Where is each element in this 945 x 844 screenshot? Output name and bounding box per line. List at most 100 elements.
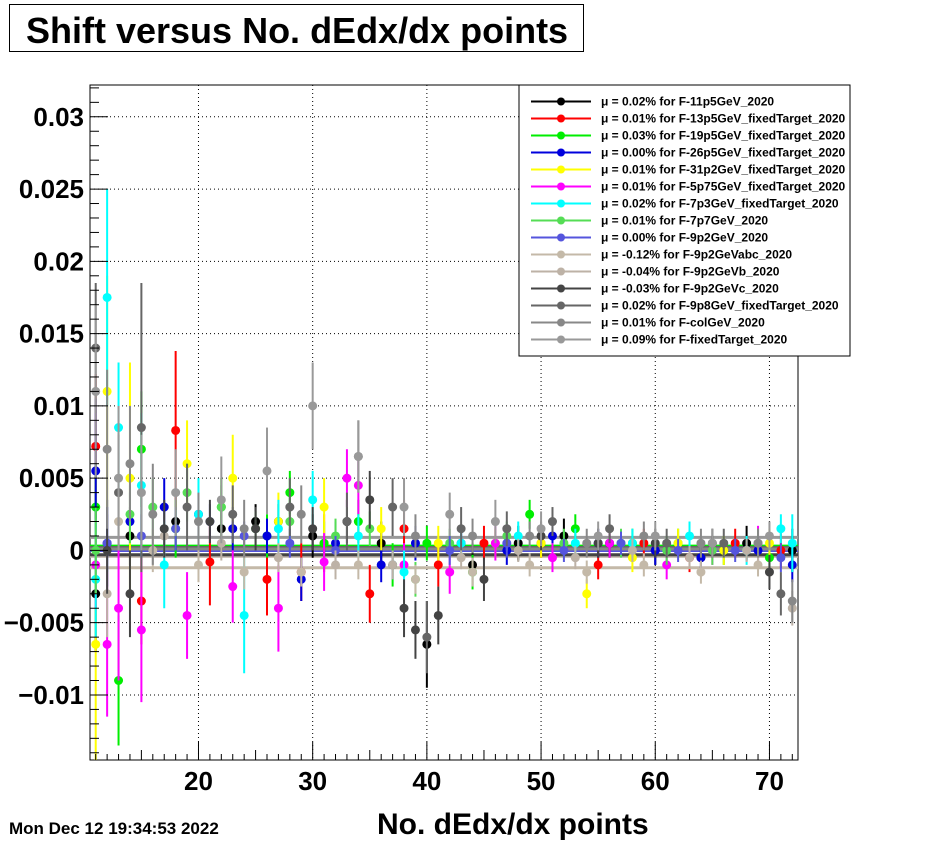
data-point (205, 557, 215, 567)
data-point (593, 531, 603, 541)
data-point (171, 425, 181, 435)
data-point (468, 567, 478, 577)
data-point (262, 531, 272, 541)
legend-marker (557, 131, 565, 140)
data-point (136, 625, 146, 635)
data-point (205, 517, 215, 527)
data-point (365, 495, 375, 505)
data-point (296, 567, 306, 577)
data-point (410, 531, 420, 541)
data-point (251, 524, 261, 534)
data-point (513, 545, 523, 555)
legend-marker (557, 182, 565, 191)
data-point (171, 488, 181, 498)
data-point (707, 538, 717, 548)
legend-entry: μ = -0.03% for F-9p2GeVc_2020 (601, 282, 779, 296)
data-point (159, 560, 169, 570)
legend-marker (557, 250, 565, 259)
legend-entry: μ = 0.01% for F-5p75GeV_fixedTarget_2020 (601, 180, 846, 194)
timestamp: Mon Dec 12 19:34:53 2022 (9, 819, 219, 838)
data-point (696, 567, 706, 577)
data-point (433, 610, 443, 620)
y-tick-label: 0.03 (33, 102, 84, 132)
data-point (114, 473, 124, 483)
data-point (239, 567, 249, 577)
data-point (753, 538, 763, 548)
data-point (182, 610, 192, 620)
legend-entry: μ = 0.02% for F-7p3GeV_fixedTarget_2020 (601, 197, 839, 211)
y-tick-label: −0.005 (4, 608, 84, 638)
data-point (582, 589, 592, 599)
data-point (136, 423, 146, 433)
legend-marker (557, 114, 565, 123)
data-point (685, 553, 695, 563)
x-tick-label: 70 (755, 766, 784, 796)
legend-entry: μ = 0.09% for F-fixedTarget_2020 (601, 333, 788, 347)
data-point (719, 538, 729, 548)
data-point (445, 567, 455, 577)
data-point (102, 292, 112, 302)
data-point (685, 531, 695, 541)
data-point (730, 545, 740, 555)
data-point (273, 524, 283, 534)
data-point (319, 502, 329, 512)
data-point (479, 574, 489, 584)
data-point (502, 524, 512, 534)
data-point (662, 538, 672, 548)
legend-entry: μ = -0.04% for F-9p2GeVb_2020 (601, 265, 780, 279)
data-point (376, 560, 386, 570)
legend-marker (557, 267, 565, 276)
data-point (627, 545, 637, 555)
data-point (525, 560, 535, 570)
data-point (582, 567, 592, 577)
legend-marker (557, 318, 565, 327)
y-tick-label: 0.015 (19, 319, 84, 349)
axes: 20 30 40 50 60 70 −0.01 −0.005 0 0.005 0.01 0.015 0.… (4, 87, 793, 796)
data-point (193, 560, 203, 570)
data-point (764, 531, 774, 541)
y-tick-label: 0.025 (19, 174, 84, 204)
data-point (639, 560, 649, 570)
data-point (570, 538, 580, 548)
data-point (262, 574, 272, 584)
legend-entry: μ = 0.01% for F-31p2GeV_fixedTarget_2020 (601, 163, 846, 177)
data-point (239, 524, 249, 534)
data-point (490, 517, 500, 527)
data-point (673, 545, 683, 555)
legend-entry: μ = 0.02% for F-9p8GeV_fixedTarget_2020 (601, 299, 839, 313)
data-point (148, 509, 158, 519)
x-tick-label: 30 (298, 766, 327, 796)
data-point (342, 517, 352, 527)
data-point (456, 524, 466, 534)
data-point (308, 401, 318, 411)
legend-marker (557, 199, 565, 208)
data-point (547, 553, 557, 563)
data-point (136, 488, 146, 498)
data-point (525, 509, 535, 519)
data-point (787, 596, 797, 606)
data-point (239, 610, 249, 620)
data-point (342, 473, 352, 483)
data-point (216, 495, 226, 505)
data-point (410, 574, 420, 584)
data-point (353, 531, 363, 541)
data-point (296, 509, 306, 519)
data-point (639, 531, 649, 541)
data-point (593, 560, 603, 570)
legend-entry: μ = 0.01% for F-13p5GeV_fixedTarget_2020 (601, 112, 846, 126)
data-point (91, 639, 101, 649)
legend-entry: μ = -0.12% for F-9p2GeVabc_2020 (601, 248, 792, 262)
chart-title: Shift versus No. dEdx/dx points (26, 10, 569, 51)
data-point (696, 538, 706, 548)
data-point (308, 495, 318, 505)
data-point (764, 567, 774, 577)
data-point (273, 553, 283, 563)
data-point (285, 502, 295, 512)
legend-entry: μ = 0.00% for F-26p5GeV_fixedTarget_2020 (601, 146, 846, 160)
data-point (410, 625, 420, 635)
data-point (776, 553, 786, 563)
data-point (787, 538, 797, 548)
data-point (308, 524, 318, 534)
data-point (650, 531, 660, 541)
